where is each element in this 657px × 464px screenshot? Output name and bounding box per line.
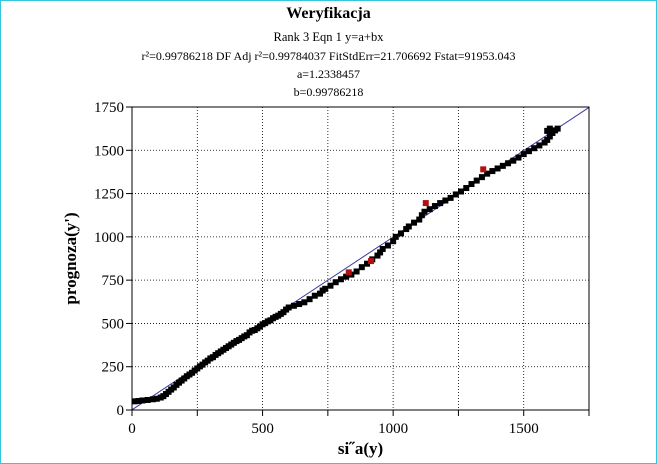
data-point [442,197,449,204]
data-point [458,188,465,195]
y-tick-label: 500 [102,316,125,332]
data-point [505,160,512,167]
x-tick-label: 500 [251,421,274,437]
data-point [510,157,517,164]
data-point [531,145,538,152]
data-point [285,304,292,311]
data-point [153,395,160,402]
y-tick-label: 1250 [94,187,124,203]
data-point [480,166,487,173]
data-point [327,282,334,289]
data-point [343,273,350,280]
plot-area-border [131,106,590,411]
data-point [468,181,475,188]
data-point [390,238,397,245]
data-point [418,212,425,219]
data-point [135,397,142,404]
data-point [422,200,429,207]
data-point [306,296,313,303]
data-point [544,127,551,134]
data-point [301,299,308,306]
data-point [337,276,344,283]
x-tick-label: 1000 [378,421,408,437]
data-point [131,398,138,405]
data-point [139,397,146,404]
data-point [421,208,428,215]
data-point [392,233,399,240]
chart-subtitle-coef-b: b=0.99786218 [293,85,364,99]
grid-lines [132,107,589,410]
chart-subtitle-statistics: r²=0.99786218 DF Adj r²=0.99784037 FitSt… [141,49,516,63]
data-point [317,290,324,297]
data-point [311,292,318,299]
data-point [546,133,553,140]
data-point [379,245,386,252]
data-point [322,285,329,292]
data-point [431,203,438,210]
data-point [411,219,418,226]
x-tick-label: 1500 [509,421,539,437]
data-point [345,269,352,276]
data-point [397,230,404,237]
data-point [374,252,381,259]
data-point [499,162,506,169]
data-point [405,223,412,230]
data-point [494,165,501,172]
data-point [515,154,522,161]
data-point [525,148,532,155]
axis-ticks: 0 500 1000 1500 0 250 500 750 1000 1250 1500 1750 [94,100,590,437]
y-tick-label: 0 [117,403,125,419]
data-point [536,142,543,149]
y-tick-label: 1750 [94,100,124,116]
data-point [554,125,561,132]
data-point [290,302,297,309]
data-point [437,200,444,207]
chart-title: Weryfikacja [286,5,371,22]
data-point [144,396,151,403]
data-point [367,258,374,265]
data-point [416,216,423,223]
data-point [478,174,485,181]
y-tick-label: 250 [102,360,125,376]
data-point [377,249,384,256]
data-point [358,264,365,271]
data-point [452,191,459,198]
data-point [149,396,156,403]
data-point [364,260,371,267]
data-point [544,136,551,143]
data-point [426,206,433,213]
chart-subtitle-coef-a: a=1.2338457 [296,67,361,81]
data-point [489,168,496,175]
data-point [296,301,303,308]
x-tick-label: 0 [128,421,136,437]
y-tick-label: 1500 [94,143,124,159]
y-tick-label: 1000 [94,230,124,246]
data-points [131,125,561,405]
x-axis-label: si˝a(y) [338,439,383,458]
data-point [447,194,454,201]
chart-subtitle-equation: Rank 3 Eqn 1 y=a+bx [273,30,384,44]
y-axis-label: prognoza(y') [61,212,80,304]
data-point [353,268,360,275]
data-point [463,185,470,192]
data-point [484,170,491,177]
data-point [520,151,527,158]
data-point [332,279,339,286]
data-point [473,177,480,184]
data-point [384,242,391,249]
y-tick-label: 750 [102,273,125,289]
